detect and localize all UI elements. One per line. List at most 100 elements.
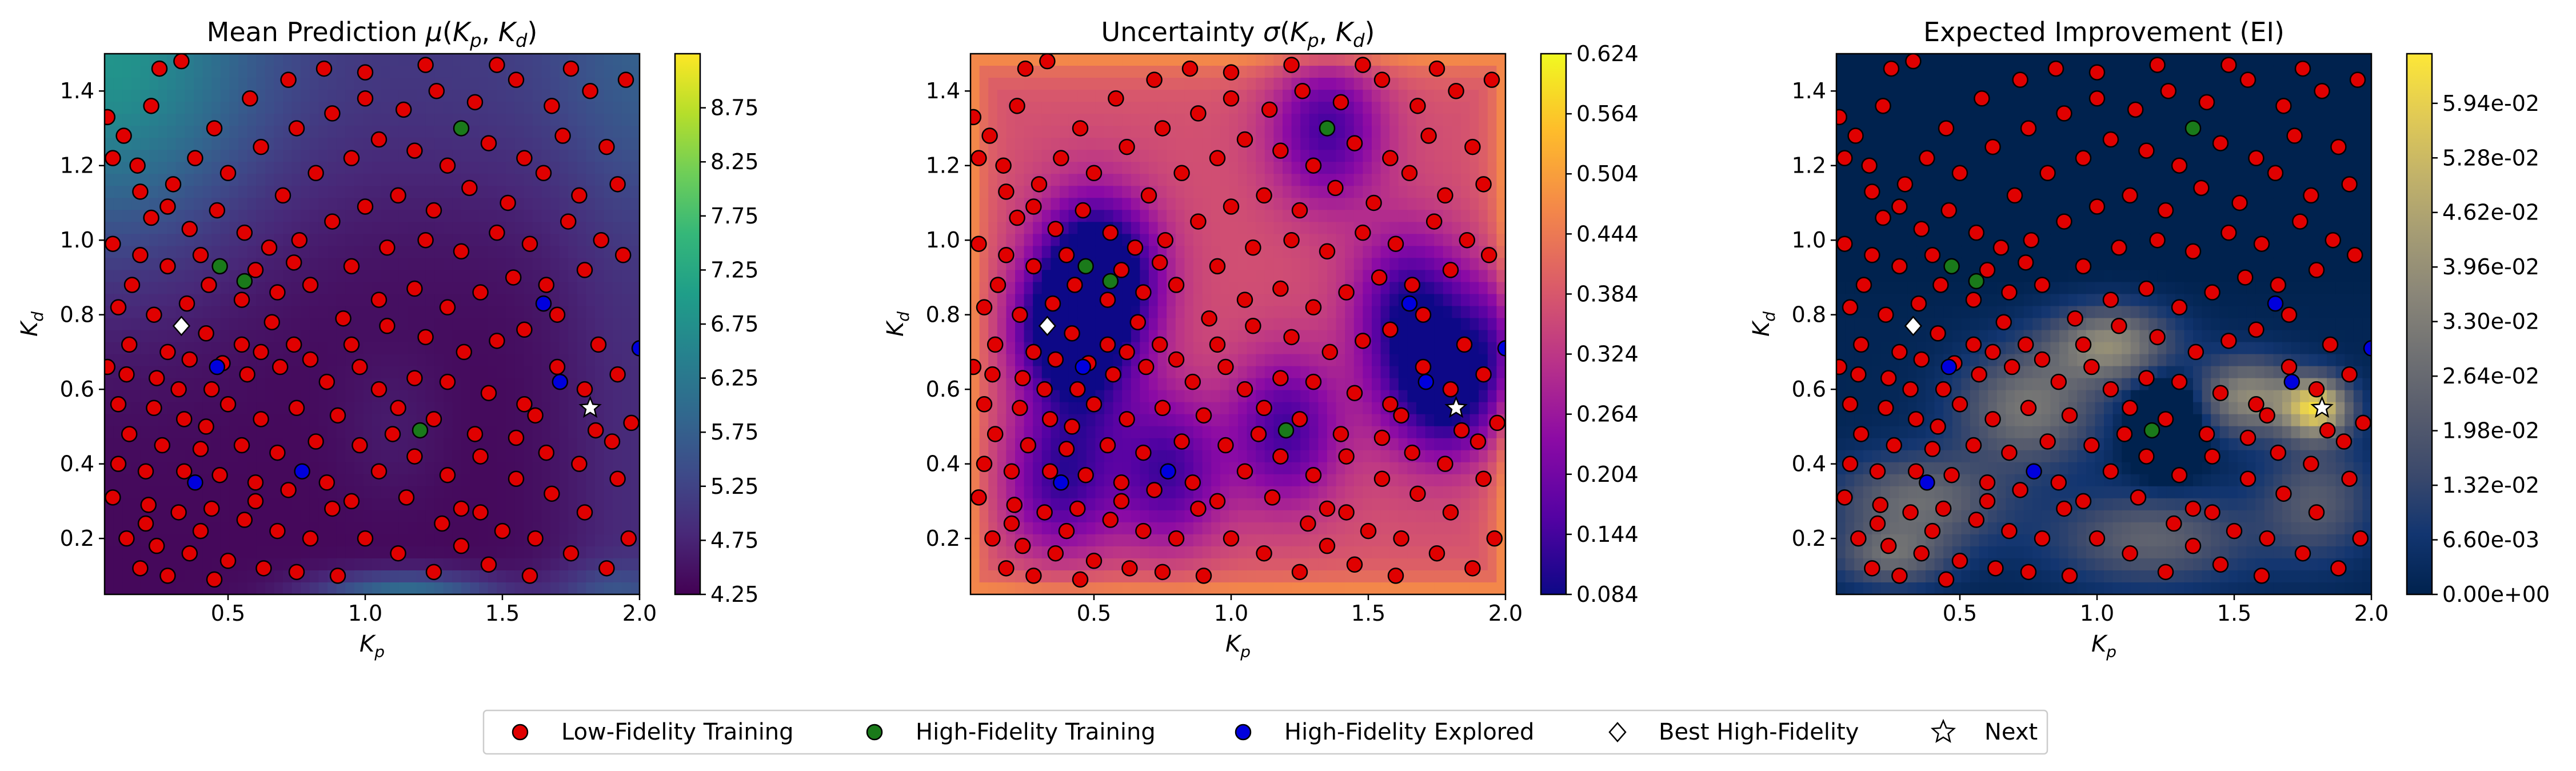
low-fidelity-point <box>2075 493 2092 510</box>
low-fidelity-point <box>1346 135 1363 151</box>
low-fidelity-point <box>1891 343 1908 361</box>
high-fidelity-explored-point <box>187 474 203 491</box>
low-fidelity-point <box>1135 284 1152 301</box>
low-fidelity-point <box>2303 456 2319 472</box>
low-fidelity-point <box>1902 381 1919 398</box>
low-fidelity-point <box>1371 269 1388 286</box>
low-fidelity-point <box>280 71 297 88</box>
low-fidelity-point <box>1236 291 1253 308</box>
high-fidelity-explored-point <box>535 295 552 312</box>
low-fidelity-point <box>137 515 154 532</box>
low-fidelity-point <box>291 231 308 249</box>
low-fidelity-point <box>1099 437 1116 454</box>
low-fidelity-point <box>1003 515 1020 532</box>
low-fidelity-point <box>132 247 149 263</box>
low-fidelity-point <box>1992 239 2010 256</box>
low-fidelity-point <box>1971 366 1987 383</box>
low-fidelity-point <box>1039 54 1056 70</box>
low-fidelity-point <box>2220 333 2237 349</box>
low-fidelity-point <box>2088 64 2106 81</box>
colorbar-tick-label: 0.084 <box>1576 582 1639 607</box>
high-fidelity-explored-point <box>631 340 640 357</box>
low-fidelity-point <box>2171 299 2188 315</box>
low-fidelity-point <box>2294 60 2311 77</box>
low-fidelity-point <box>976 456 993 472</box>
low-fidelity-point <box>288 400 305 417</box>
low-fidelity-point <box>1121 560 1138 577</box>
low-fidelity-point <box>2253 235 2270 252</box>
low-fidelity-point <box>549 358 566 375</box>
low-fidelity-point <box>1875 98 1891 114</box>
low-fidelity-point <box>1047 351 1064 368</box>
low-fidelity-point <box>998 183 1015 200</box>
low-fidelity-point <box>1135 444 1152 461</box>
low-fidelity-point <box>324 213 341 230</box>
low-fidelity-point <box>105 235 121 252</box>
low-fidelity-point <box>1069 500 1086 517</box>
colorbar-tick-label: 0.324 <box>1576 342 1639 367</box>
low-fidelity-point <box>1102 224 1119 241</box>
low-fidelity-point <box>1489 414 1505 432</box>
low-fidelity-point <box>192 522 209 540</box>
low-fidelity-point <box>1168 530 1185 547</box>
legend-marker <box>1608 722 1627 742</box>
low-fidelity-point <box>2220 224 2237 241</box>
low-fidelity-point <box>357 90 374 107</box>
x-tick-label: 0.5 <box>211 601 245 626</box>
low-fidelity-point <box>2270 277 2287 293</box>
low-fidelity-point <box>2212 385 2229 401</box>
y-tick-label: 1.4 <box>926 78 960 103</box>
x-tick-label: 1.5 <box>485 601 520 626</box>
low-fidelity-point <box>2157 564 2174 581</box>
low-fidelity-point <box>453 500 470 517</box>
low-fidelity-point <box>425 202 442 219</box>
low-fidelity-point <box>1168 351 1185 368</box>
low-fidelity-point <box>242 90 258 107</box>
low-fidelity-point <box>2314 82 2330 99</box>
legend: Low-Fidelity Training High-Fidelity Train… <box>482 709 2048 755</box>
low-fidelity-point <box>192 247 209 263</box>
low-fidelity-point <box>1420 127 1437 144</box>
low-fidelity-point <box>1195 568 1212 584</box>
low-fidelity-point <box>1373 429 1391 446</box>
low-fidelity-point <box>2075 336 2092 353</box>
low-fidelity-point <box>2239 71 2257 88</box>
low-fidelity-point <box>1393 407 1409 424</box>
low-fidelity-point <box>302 530 319 547</box>
low-fidelity-point <box>1913 221 1930 237</box>
low-fidelity-point <box>318 474 336 491</box>
low-fidelity-point <box>1979 474 1996 491</box>
low-fidelity-point <box>1855 277 1872 293</box>
low-fidelity-point <box>2122 400 2138 417</box>
low-fidelity-point <box>417 329 434 346</box>
low-fidelity-point <box>2341 366 2358 383</box>
low-fidelity-point <box>329 568 346 584</box>
low-fidelity-point <box>2157 411 2174 428</box>
low-fidelity-point <box>2187 343 2204 361</box>
low-fidelity-point <box>1113 262 1130 278</box>
low-fidelity-point <box>562 545 580 562</box>
legend-entry: High-Fidelity Explored <box>1235 719 1534 745</box>
low-fidelity-point <box>406 142 423 159</box>
low-fidelity-point <box>1154 120 1171 137</box>
low-fidelity-point <box>2056 105 2072 122</box>
low-fidelity-point <box>1842 456 1859 472</box>
legend-marker <box>1235 724 1252 741</box>
low-fidelity-point <box>2352 530 2369 547</box>
low-fidelity-point <box>280 482 297 498</box>
low-fidelity-point <box>1415 306 1432 323</box>
low-fidelity-point <box>2034 277 2051 293</box>
low-fidelity-point <box>1209 493 1226 510</box>
low-fidelity-point <box>1058 522 1075 540</box>
low-fidelity-point <box>1951 553 1968 569</box>
low-fidelity-point <box>1475 366 1492 383</box>
low-fidelity-point <box>329 407 346 424</box>
low-fidelity-point <box>2184 500 2202 517</box>
low-fidelity-point <box>2102 291 2119 308</box>
low-fidelity-point <box>1965 336 1982 353</box>
high-fidelity-training-point <box>1277 422 1295 439</box>
low-fidelity-point <box>148 370 165 386</box>
low-fidelity-point <box>2012 482 2028 498</box>
low-fidelity-point <box>609 366 626 383</box>
low-fidelity-point <box>2308 381 2325 398</box>
